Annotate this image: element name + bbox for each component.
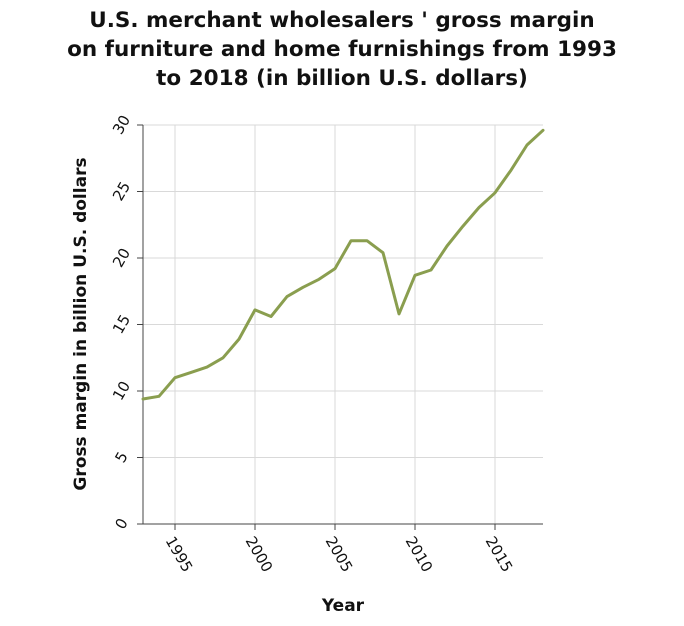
x-tick-label: 2015	[482, 533, 517, 575]
y-tick-label: 5	[111, 449, 131, 466]
series-line	[141, 128, 545, 401]
axes	[137, 124, 543, 530]
x-tick-label: 2010	[402, 533, 437, 575]
x-tick-label: 2005	[322, 533, 357, 575]
x-tick-label: 1995	[162, 533, 197, 575]
y-tick-label: 15	[109, 311, 134, 337]
tick-labels: 0 5 10 15 20 25 30 1995 2000 2005 2010 2015	[109, 112, 516, 575]
x-tick-label: 2000	[242, 533, 277, 575]
chart-title-line-3: to 2018 (in billion U.S. dollars)	[156, 66, 528, 91]
grid-lines	[143, 124, 543, 525]
y-tick-label: 25	[109, 178, 134, 204]
x-axis-label: Year	[321, 596, 365, 616]
y-tick-label: 10	[109, 378, 134, 404]
chart-title: U.S. merchant wholesalers ' gross margin…	[0, 6, 684, 93]
y-tick-label: 20	[109, 245, 134, 271]
chart-title-line-2: on furniture and home furnishings from 1…	[67, 37, 617, 62]
chart-title-line-1: U.S. merchant wholesalers ' gross margin	[89, 8, 595, 33]
y-tick-label: 0	[111, 515, 131, 532]
y-axis-label: Gross margin in billion U.S. dollars	[71, 157, 91, 490]
y-tick-label: 30	[109, 112, 134, 138]
series-layer	[141, 128, 545, 401]
